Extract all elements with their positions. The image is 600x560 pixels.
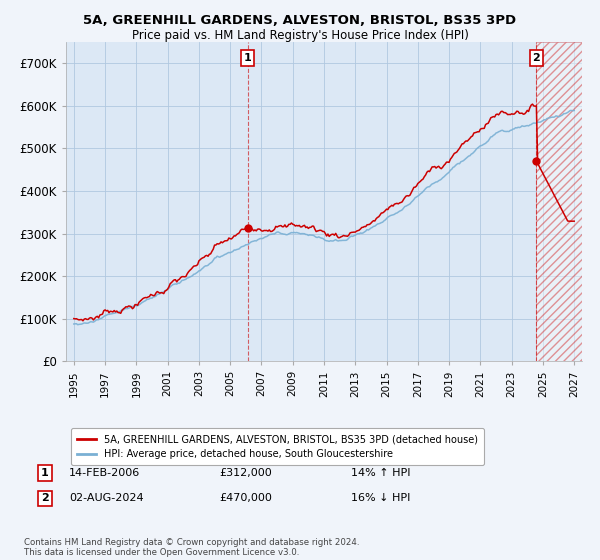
Bar	[536, 42, 582, 361]
Text: 5A, GREENHILL GARDENS, ALVESTON, BRISTOL, BS35 3PD: 5A, GREENHILL GARDENS, ALVESTON, BRISTOL…	[83, 14, 517, 27]
Text: £312,000: £312,000	[219, 468, 272, 478]
Text: 14% ↑ HPI: 14% ↑ HPI	[351, 468, 410, 478]
Text: Contains HM Land Registry data © Crown copyright and database right 2024.
This d: Contains HM Land Registry data © Crown c…	[24, 538, 359, 557]
Text: 1: 1	[41, 468, 49, 478]
Text: 1: 1	[244, 53, 251, 63]
Text: Price paid vs. HM Land Registry's House Price Index (HPI): Price paid vs. HM Land Registry's House …	[131, 29, 469, 42]
Text: 2: 2	[533, 53, 541, 63]
Text: 2: 2	[41, 493, 49, 503]
Text: 02-AUG-2024: 02-AUG-2024	[69, 493, 143, 503]
Text: 16% ↓ HPI: 16% ↓ HPI	[351, 493, 410, 503]
Text: £470,000: £470,000	[219, 493, 272, 503]
Text: 14-FEB-2006: 14-FEB-2006	[69, 468, 140, 478]
Legend: 5A, GREENHILL GARDENS, ALVESTON, BRISTOL, BS35 3PD (detached house), HPI: Averag: 5A, GREENHILL GARDENS, ALVESTON, BRISTOL…	[71, 428, 484, 465]
